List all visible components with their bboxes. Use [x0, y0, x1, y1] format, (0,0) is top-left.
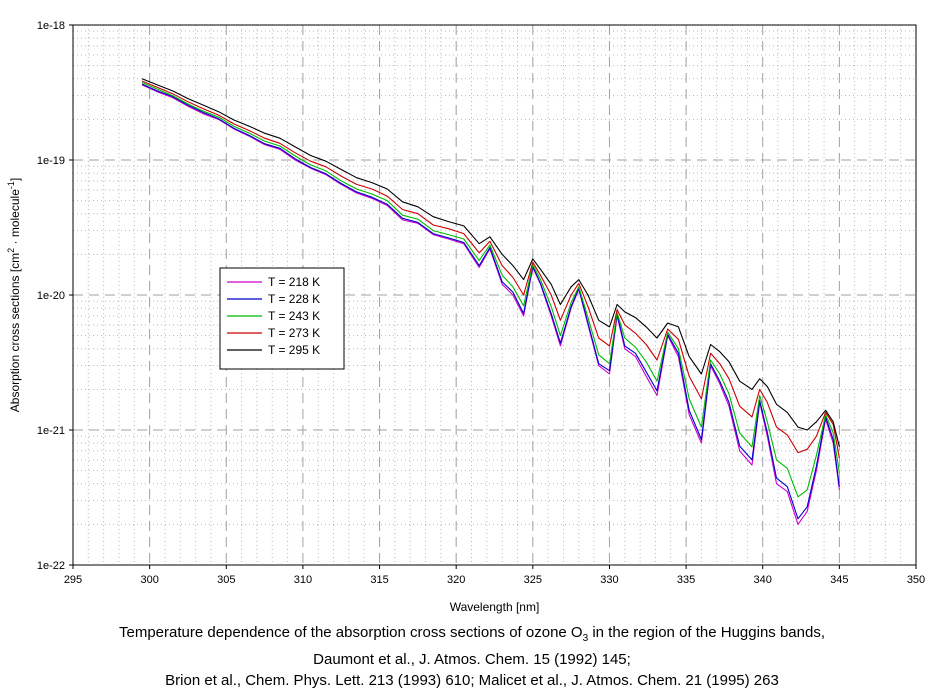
major-grid: [73, 25, 916, 565]
series-line-t-243-k: [141, 81, 840, 498]
minor-grid: [73, 25, 916, 565]
x-tick-label: 300: [140, 574, 158, 586]
series-lines: [141, 78, 840, 525]
x-tick-label: 345: [830, 574, 848, 586]
y-tick-label: 1e-22: [37, 560, 65, 572]
x-tick-label: 305: [217, 574, 235, 586]
x-tick-labels: 295 300 305 310 315 320 325 330 335 340 345 350: [64, 574, 925, 586]
figure-caption: Temperature dependence of the absorption…: [0, 622, 944, 691]
x-tick-label: 310: [294, 574, 312, 586]
legend-label: T = 243 K: [268, 309, 320, 323]
legend: T = 218 K T = 228 K T = 243 K T = 273 K T = …: [219, 267, 345, 370]
legend-entries: T = 218 K T = 228 K T = 243 K T = 273 K T = …: [227, 275, 320, 357]
chart: 295 300 305 310 315 320 325 330 335 340 345 350 1e-…: [6, 20, 925, 614]
y-axis-title: Absorption cross sections [cm2 · molecul…: [6, 178, 22, 412]
y-tick-label: 1e-18: [37, 20, 65, 32]
y-tick-label: 1e-21: [37, 425, 65, 437]
caption-line-1: Temperature dependence of the absorption…: [118, 624, 826, 644]
legend-label: T = 273 K: [268, 326, 320, 340]
axis-ticks: [69, 24, 917, 569]
legend-label: T = 228 K: [268, 292, 320, 306]
x-tick-label: 330: [600, 574, 618, 586]
legend-label: T = 295 K: [268, 343, 320, 357]
series-line-t-295-k: [141, 78, 840, 448]
y-tick-label: 1e-19: [37, 155, 65, 167]
y-tick-labels: 1e-18 1e-19 1e-20 1e-21 1e-22: [37, 20, 65, 572]
x-axis-title: Wavelength [nm]: [450, 600, 540, 614]
series-line-t-218-k: [141, 84, 840, 525]
x-tick-label: 320: [447, 574, 465, 586]
x-tick-label: 325: [524, 574, 542, 586]
caption-line-3: Brion et al., Chem. Phys. Lett. 213 (199…: [165, 672, 779, 689]
legend-label: T = 218 K: [268, 275, 320, 289]
x-tick-label: 335: [677, 574, 695, 586]
x-tick-label: 350: [907, 574, 925, 586]
y-tick-label: 1e-20: [37, 290, 65, 302]
series-line-t-228-k: [141, 83, 840, 520]
caption-line-2: Daumont et al., J. Atmos. Chem. 15 (1992…: [313, 651, 631, 668]
x-tick-label: 340: [754, 574, 772, 586]
x-tick-label: 315: [370, 574, 388, 586]
x-tick-label: 295: [64, 574, 82, 586]
series-line-t-273-k: [141, 80, 840, 459]
legend-box: [219, 267, 345, 370]
